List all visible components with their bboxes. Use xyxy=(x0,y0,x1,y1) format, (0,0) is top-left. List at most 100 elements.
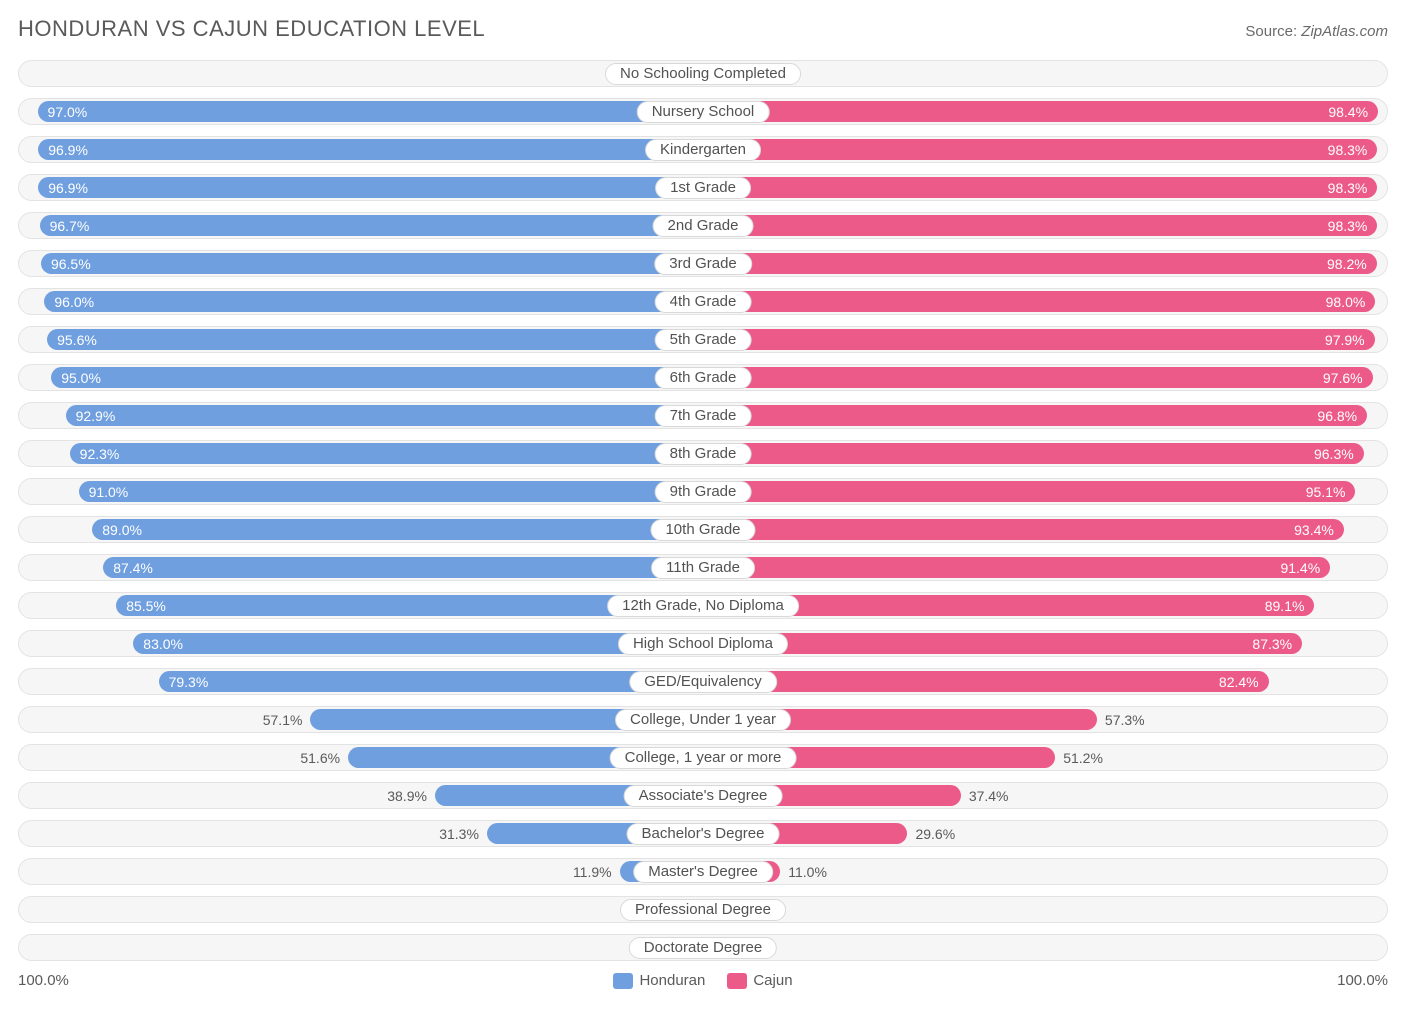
left-half: 3.5% xyxy=(19,897,703,922)
right-bar: 87.3% xyxy=(705,633,1302,654)
category-pill: No Schooling Completed xyxy=(605,63,801,85)
category-pill: 2nd Grade xyxy=(653,215,754,237)
right-half: 98.3% xyxy=(703,137,1387,162)
right-bar: 91.4% xyxy=(705,557,1330,578)
right-half: 97.6% xyxy=(703,365,1387,390)
header: HONDURAN VS CAJUN EDUCATION LEVEL Source… xyxy=(18,16,1388,42)
right-bar: 98.3% xyxy=(705,215,1377,236)
chart-row: 11.9%11.0%Master's Degree xyxy=(18,858,1388,885)
left-half: 11.9% xyxy=(19,859,703,884)
category-pill: 6th Grade xyxy=(655,367,752,389)
category-pill: 3rd Grade xyxy=(654,253,752,275)
left-half: 51.6% xyxy=(19,745,703,770)
chart-row: 57.1%57.3%College, Under 1 year xyxy=(18,706,1388,733)
left-value-label: 31.3% xyxy=(439,826,479,842)
left-bar: 87.4% xyxy=(103,557,701,578)
chart-row: 38.9% 37.4%Associate's Degree xyxy=(18,782,1388,809)
category-pill: Nursery School xyxy=(637,101,770,123)
right-bar: 97.6% xyxy=(705,367,1373,388)
category-pill: Doctorate Degree xyxy=(629,937,777,959)
category-pill: 4th Grade xyxy=(655,291,752,313)
category-pill: College, 1 year or more xyxy=(610,747,797,769)
category-pill: Associate's Degree xyxy=(624,785,783,807)
left-bar: 95.6% xyxy=(47,329,701,350)
right-half: 98.3% xyxy=(703,175,1387,200)
left-half: 31.3% xyxy=(19,821,703,846)
chart-row: 87.4%91.4%11th Grade xyxy=(18,554,1388,581)
source-credit: Source: ZipAtlas.com xyxy=(1245,23,1388,40)
left-bar: 79.3% xyxy=(159,671,701,692)
left-half: 96.0% xyxy=(19,289,703,314)
chart-row: 92.3%96.3%8th Grade xyxy=(18,440,1388,467)
left-half: 92.3% xyxy=(19,441,703,466)
right-value-label: 57.3% xyxy=(1105,712,1145,728)
chart-row: 96.0%98.0%4th Grade xyxy=(18,288,1388,315)
right-bar: 97.9% xyxy=(705,329,1375,350)
category-pill: 9th Grade xyxy=(655,481,752,503)
chart-row: 1.4%1.5%Doctorate Degree xyxy=(18,934,1388,961)
right-half: 98.3% xyxy=(703,213,1387,238)
right-bar: 98.4% xyxy=(705,101,1378,122)
right-bar: 96.8% xyxy=(705,405,1367,426)
left-bar: 96.5% xyxy=(41,253,701,274)
category-pill: 7th Grade xyxy=(655,405,752,427)
chart-row: 96.9%98.3%Kindergarten xyxy=(18,136,1388,163)
left-half: 91.0% xyxy=(19,479,703,504)
right-half: 89.1% xyxy=(703,593,1387,618)
left-half: 96.9% xyxy=(19,137,703,162)
right-half: 98.0% xyxy=(703,289,1387,314)
source-prefix: Source: xyxy=(1245,23,1301,40)
left-value-label: 57.1% xyxy=(263,712,303,728)
left-value-label: 11.9% xyxy=(573,864,612,880)
left-half: 96.7% xyxy=(19,213,703,238)
left-bar: 92.9% xyxy=(66,405,701,426)
chart-row: 96.9%98.3%1st Grade xyxy=(18,174,1388,201)
chart-row: 89.0%93.4%10th Grade xyxy=(18,516,1388,543)
category-pill: Master's Degree xyxy=(633,861,773,883)
category-pill: 1st Grade xyxy=(655,177,751,199)
left-bar: 96.9% xyxy=(38,177,701,198)
category-pill: 12th Grade, No Diploma xyxy=(607,595,799,617)
left-half: 89.0% xyxy=(19,517,703,542)
diverging-bar-chart: 3.1%1.7%No Schooling Completed97.0%98.4%… xyxy=(18,60,1388,961)
left-half: 95.0% xyxy=(19,365,703,390)
right-half: 37.4% xyxy=(703,783,1387,808)
category-pill: Kindergarten xyxy=(645,139,761,161)
category-pill: High School Diploma xyxy=(618,633,788,655)
chart-row: 79.3%82.4%GED/Equivalency xyxy=(18,668,1388,695)
chart-row: 51.6% 51.2% College, 1 year or more xyxy=(18,744,1388,771)
chart-row: 96.5%98.2%3rd Grade xyxy=(18,250,1388,277)
chart-row: 83.0%87.3%High School Diploma xyxy=(18,630,1388,657)
left-bar: 92.3% xyxy=(70,443,701,464)
chart-row: 85.5%89.1%12th Grade, No Diploma xyxy=(18,592,1388,619)
right-half: 93.4% xyxy=(703,517,1387,542)
left-value-label: 38.9% xyxy=(387,788,427,804)
category-pill: 8th Grade xyxy=(655,443,752,465)
chart-row: 91.0%95.1%9th Grade xyxy=(18,478,1388,505)
left-bar: 89.0% xyxy=(92,519,701,540)
right-half: 1.5% xyxy=(703,935,1387,960)
right-half: 98.2% xyxy=(703,251,1387,276)
right-bar: 98.2% xyxy=(705,253,1377,274)
right-half: 98.4% xyxy=(703,99,1387,124)
right-half: 57.3% xyxy=(703,707,1387,732)
category-pill: Professional Degree xyxy=(620,899,786,921)
right-value-label: 51.2% xyxy=(1063,750,1103,766)
category-pill: GED/Equivalency xyxy=(629,671,777,693)
left-bar: 91.0% xyxy=(79,481,701,502)
chart-row: 95.0%97.6%6th Grade xyxy=(18,364,1388,391)
left-bar: 95.0% xyxy=(51,367,701,388)
left-half: 96.9% xyxy=(19,175,703,200)
right-half: 87.3% xyxy=(703,631,1387,656)
left-half: 83.0% xyxy=(19,631,703,656)
right-bar: 98.0% xyxy=(705,291,1375,312)
left-bar: 96.9% xyxy=(38,139,701,160)
right-half: 95.1% xyxy=(703,479,1387,504)
chart-row: 92.9%96.8%7th Grade xyxy=(18,402,1388,429)
right-bar: 96.3% xyxy=(705,443,1364,464)
chart-row: 31.3%29.6%Bachelor's Degree xyxy=(18,820,1388,847)
right-bar: 98.3% xyxy=(705,177,1377,198)
category-pill: 5th Grade xyxy=(655,329,752,351)
right-half: 51.2% xyxy=(703,745,1387,770)
left-half: 3.1% xyxy=(19,61,703,86)
